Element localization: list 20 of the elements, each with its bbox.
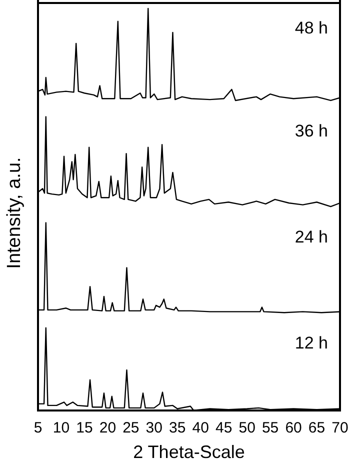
x-tick-label: 60 <box>285 420 302 437</box>
annotation: 24 h <box>294 228 328 247</box>
x-tick-label: 20 <box>99 420 116 437</box>
x-tick-label: 35 <box>169 420 186 437</box>
x-tick-label: 10 <box>52 420 70 437</box>
x-tick-label: 45 <box>216 420 232 437</box>
x-tick-label: 70 <box>332 420 348 437</box>
x-tick-label: 5 <box>34 420 42 437</box>
annotation: 12 h <box>294 334 328 353</box>
annotation: 48 h <box>294 18 328 38</box>
x-tick-label: 30 <box>146 420 162 437</box>
y-axis-title: Intensity, a.u. <box>3 156 26 271</box>
x-tick-label: 25 <box>122 420 140 437</box>
x-axis-title: 2 Theta-Scale <box>133 442 245 462</box>
x-tick-label: 65 <box>308 420 326 437</box>
annotation: 36 h <box>294 122 328 141</box>
x-tick-label: 15 <box>76 420 93 437</box>
x-tick-label: 50 <box>238 420 256 437</box>
x-tick-label: 55 <box>262 420 279 437</box>
x-tick-label: 40 <box>192 420 209 437</box>
